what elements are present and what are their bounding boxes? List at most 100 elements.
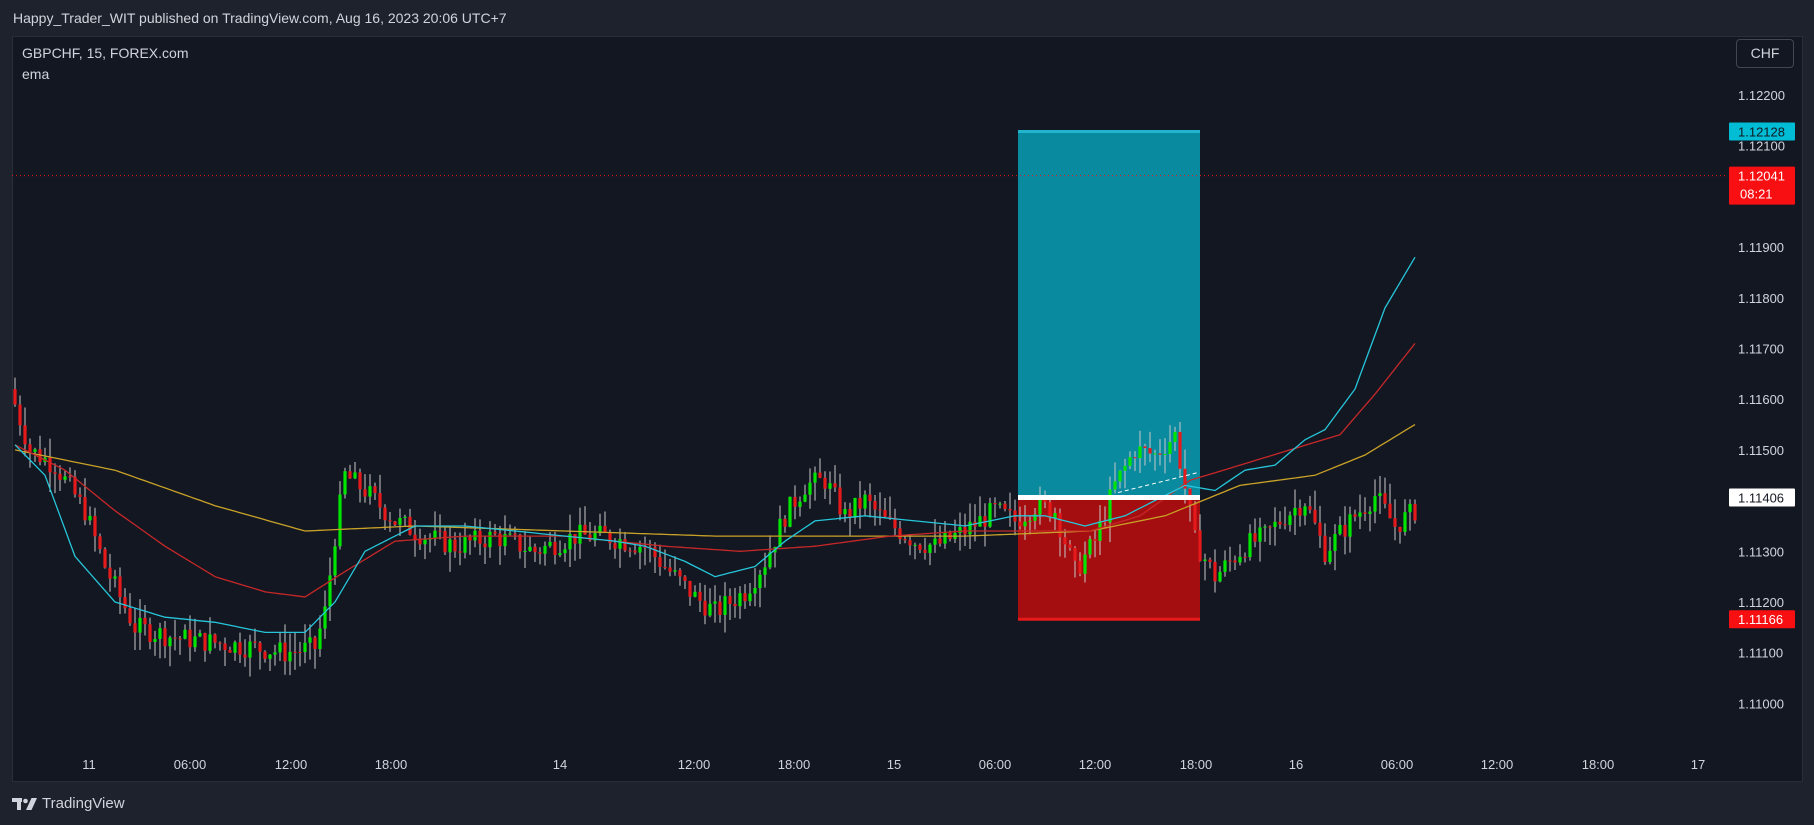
candle-body [948, 531, 952, 540]
candle-body [1133, 457, 1137, 459]
candle-body [228, 649, 232, 653]
candle-body [58, 473, 62, 480]
candle-body [843, 509, 847, 515]
candle-body [188, 629, 192, 648]
candle-body [28, 444, 32, 452]
candle-body [488, 531, 492, 548]
candle-body [858, 497, 862, 509]
candle-body [788, 496, 792, 527]
candle-body [458, 551, 462, 553]
candle-body [63, 476, 67, 480]
candle-body [823, 477, 827, 489]
publish-info-text: Happy_Trader_WIT published on TradingVie… [13, 10, 507, 26]
candle-body [1248, 533, 1252, 558]
x-tick-label: 18:00 [1582, 757, 1615, 772]
candle-body [873, 501, 877, 510]
candle-body [313, 637, 317, 649]
candle-body [83, 496, 87, 521]
candle-body [923, 549, 927, 553]
candle-body [1193, 504, 1197, 531]
y-tick-label: 1.11800 [1738, 291, 1784, 306]
candle-body [93, 515, 97, 537]
candle-body [1088, 539, 1092, 555]
candle-body [1373, 496, 1377, 512]
candle-body [708, 603, 712, 616]
candle-body [1238, 556, 1242, 563]
y-tick-label: 1.11200 [1738, 595, 1784, 610]
candle-body [163, 628, 167, 647]
candle-body [1263, 526, 1267, 528]
candle-body [1358, 512, 1362, 517]
candle-body [713, 601, 717, 604]
candle-body [148, 624, 152, 643]
candle-body [448, 539, 452, 553]
candle-body [1338, 524, 1342, 535]
candle-body [78, 494, 82, 497]
candle-body [998, 503, 1002, 505]
candle-body [1398, 526, 1402, 532]
candle-body [548, 541, 552, 546]
candle-body [478, 530, 482, 544]
candle-body [1218, 571, 1222, 582]
candle-body [1178, 431, 1182, 469]
symbol-legend[interactable]: GBPCHF, 15, FOREX.com [22, 45, 189, 61]
candle-body [13, 389, 17, 405]
indicator-legend[interactable]: ema [22, 66, 50, 82]
candle-body [1233, 560, 1237, 563]
candle-body [348, 471, 352, 479]
x-tick-label: 12:00 [1079, 757, 1112, 772]
candle-body [1328, 550, 1332, 563]
candle-body [1363, 512, 1367, 514]
y-tick-label: 1.11000 [1738, 696, 1784, 711]
currency-button[interactable]: CHF [1736, 39, 1794, 68]
candle-body [193, 636, 197, 648]
candle-body [98, 536, 102, 550]
candle-body [863, 494, 867, 509]
candle-body [168, 637, 172, 647]
candle-body [1308, 506, 1312, 510]
candle-body [1153, 453, 1157, 455]
price-label-box [1729, 166, 1795, 205]
candle-body [1138, 446, 1142, 459]
candle-body [703, 600, 707, 616]
candle-body [808, 482, 812, 495]
candle-body [258, 642, 262, 652]
candle-body [1318, 522, 1322, 536]
candle-body [1068, 544, 1072, 548]
candle-body [1023, 521, 1027, 527]
candle-body [308, 637, 312, 643]
candle-body [593, 533, 597, 541]
candle-body [393, 521, 397, 525]
candle-body [468, 537, 472, 541]
candle-body [453, 539, 457, 552]
candle-body [533, 546, 537, 553]
candle-body [368, 486, 372, 497]
candle-body [1388, 503, 1392, 519]
candle-body [243, 654, 247, 658]
candle-body [913, 544, 917, 546]
price-label-text: 1.11406 [1738, 491, 1784, 506]
candle-body [333, 546, 337, 576]
x-tick-label: 12:00 [678, 757, 711, 772]
candle-body [718, 601, 722, 615]
x-tick-label: 06:00 [979, 757, 1012, 772]
candle-body [173, 637, 177, 639]
candle-body [438, 530, 442, 532]
candle-body [918, 544, 922, 550]
candle-body [1258, 527, 1262, 542]
x-tick-label: 18:00 [778, 757, 811, 772]
candle-body [613, 543, 617, 549]
candle-body [38, 449, 42, 463]
target-zone[interactable] [1018, 131, 1200, 498]
candle-body [378, 493, 382, 508]
candle-body [1253, 533, 1257, 542]
candle-body [903, 539, 907, 541]
candle-body [753, 587, 757, 594]
candle-body [1183, 468, 1187, 489]
candle-body [138, 617, 142, 633]
x-tick-label: 15 [887, 757, 901, 772]
candle-body [1058, 513, 1062, 538]
candle-body [203, 633, 207, 651]
candle-body [483, 543, 487, 548]
